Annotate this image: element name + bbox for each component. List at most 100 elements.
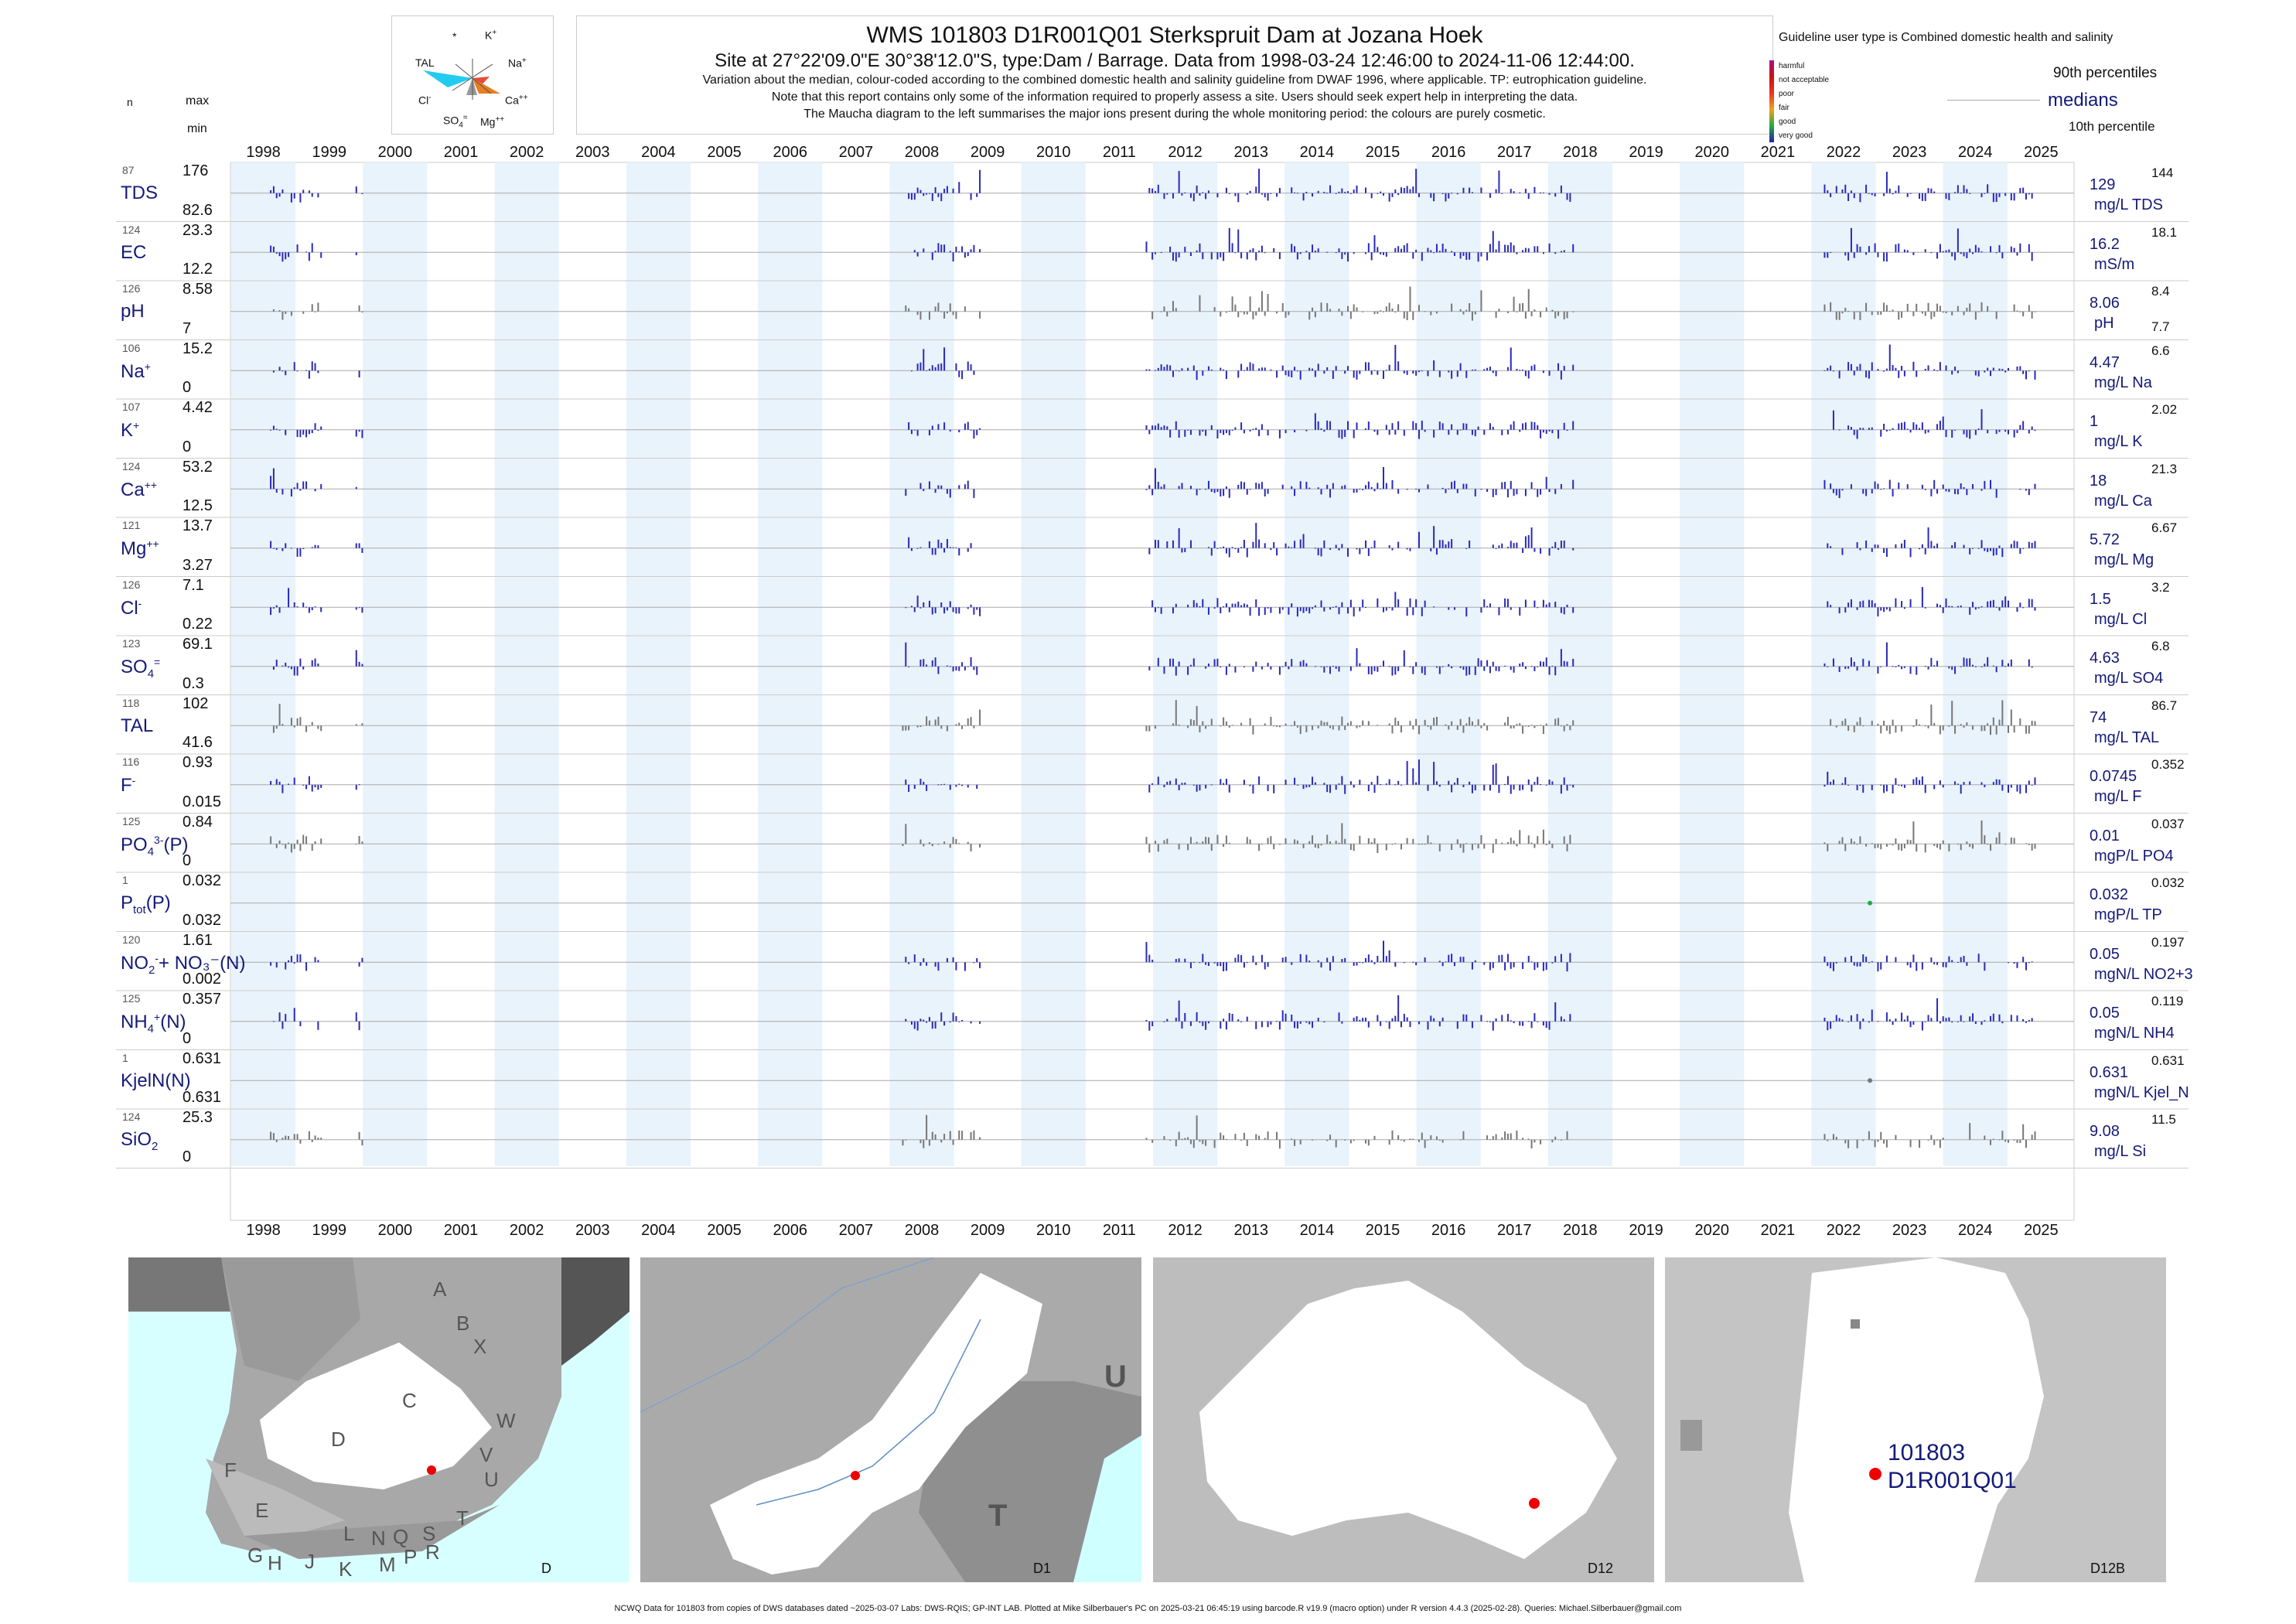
bar-10-4-202463 (2016, 784, 2018, 792)
bar-14-3-201523 (1397, 995, 1400, 1022)
bar-10-3-201784 (1569, 784, 1571, 786)
bar-4-4-202256 (1880, 429, 1882, 437)
bar-9-0-199873 (311, 722, 313, 726)
bar-16-4-202301 (1909, 1139, 1912, 1148)
bar-11-2-200869 (967, 841, 969, 844)
bar-1-3-201622 (1462, 252, 1465, 256)
bar-7-3-201626 (1465, 607, 1468, 617)
map-d12b-caption: D12B (2090, 1561, 2126, 1576)
bar-16-3-201244 (1213, 1139, 1216, 1148)
site-marker-d (427, 1465, 436, 1475)
bar-13-4-202332 (1930, 957, 1933, 963)
map-d-region-W: W (496, 1409, 516, 1432)
bar-16-3-201455 (1353, 1139, 1355, 1141)
bar-4-3-201689 (1506, 429, 1509, 435)
bar-3-3-201518 (1394, 345, 1397, 371)
bar-8-3-201550 (1415, 662, 1418, 667)
bar-3-3-201347 (1281, 365, 1284, 371)
bar-14-3-201262 (1225, 1021, 1227, 1030)
bar-14-4-202211 (1850, 1015, 1852, 1022)
bar-9-2-200865 (964, 725, 966, 726)
panel-median-10: 0.0745 (2090, 768, 2137, 785)
maucha-ca-wedge (473, 78, 500, 94)
bar-14-3-201388 (1308, 1021, 1311, 1025)
bar-1-4-202305 (1912, 252, 1915, 255)
bar-1-3-201446 (1347, 252, 1349, 262)
bar-13-2-200851 (955, 962, 957, 971)
bar-16-3-201680 (1501, 1137, 1503, 1140)
bar-9-2-200887 (979, 709, 981, 726)
bar-4-4-202350 (1942, 416, 1944, 430)
bar-9-4-202215 (1853, 725, 1855, 732)
bar-11-3-201334 (1273, 844, 1275, 850)
bar-13-4-202229 (1862, 954, 1864, 963)
year-label-top-2020: 2020 (1694, 144, 1729, 161)
bar-2-2-200779 (908, 308, 910, 312)
bar-3-2-200856 (958, 370, 960, 377)
bar-9-4-202436 (1998, 719, 2001, 726)
bar-3-2-200797 (919, 362, 922, 371)
bar-8-3-201383 (1305, 663, 1308, 667)
bar-2-4-202472 (2022, 311, 2025, 317)
bar-5-4-202395 (1972, 484, 1974, 490)
bar-1-3-201176 (1169, 246, 1172, 253)
bar-1-3-201361 (1291, 244, 1293, 253)
bar-8-2-200815 (931, 660, 933, 667)
bar-8-3-201248 (1216, 658, 1219, 667)
bar-2-3-201253 (1220, 311, 1222, 317)
bar-7-2-200874 (970, 604, 972, 608)
bar-3-4-202238 (1868, 370, 1870, 379)
panel-name-2: pH (121, 301, 145, 322)
bar-7-3-201307 (1255, 599, 1257, 608)
bar-13-3-201509 (1388, 950, 1390, 963)
bar-0-3-201383 (1305, 192, 1308, 193)
bar-13-4-202220 (1856, 962, 1858, 967)
bar-5-3-201253 (1220, 489, 1222, 497)
bar-4-3-201149 (1151, 425, 1154, 430)
panel-p10-2: 7.7 (2151, 319, 2170, 334)
bar-9-3-201743 (1542, 725, 1544, 735)
bar-0-3-201280 (1237, 193, 1240, 203)
bar-16-3-201581 (1435, 1136, 1438, 1140)
bar-9-4-202458 (2013, 725, 2015, 733)
bar-3-4-202274 (1892, 365, 1894, 371)
bar-6-2-200838 (946, 538, 948, 548)
bar-5-3-201491 (1377, 483, 1379, 490)
bar-5-3-201703 (1516, 489, 1518, 495)
bar-9-3-201203 (1187, 725, 1189, 728)
year-label-top-2019: 2019 (1629, 144, 1663, 161)
bar-0-4-202427 (1992, 193, 1994, 203)
chart-title: WMS 101803 D1R001Q01 Sterkspruit Dam at … (866, 22, 1483, 48)
bar-1-3-201518 (1394, 247, 1397, 253)
bar-11-4-202278 (1895, 838, 1897, 844)
bar-11-4-202346 (1939, 844, 1941, 850)
bar-1-3-201752 (1548, 243, 1551, 253)
bar-8-4-202332 (1930, 657, 1933, 667)
bar-6-3-201680 (1501, 543, 1503, 548)
bar-0-1-199940 (355, 186, 357, 193)
bar-6-3-201284 (1240, 547, 1243, 548)
map-d-region-R: R (425, 1540, 440, 1564)
bar-9-3-201451 (1349, 721, 1352, 726)
bar-3-3-201482 (1370, 370, 1373, 375)
bar-3-3-201617 (1459, 363, 1462, 371)
bar-0-3-201145 (1148, 188, 1151, 193)
bar-3-0-199833 (285, 370, 287, 376)
panel-n-3: 106 (122, 341, 141, 354)
bar-4-4-202409 (1980, 409, 1983, 430)
bar-1-3-201685 (1504, 244, 1506, 253)
bar-16-3-201689 (1506, 1133, 1509, 1140)
bar-9-4-202346 (1939, 725, 1941, 735)
bar-2-3-201388 (1308, 311, 1311, 320)
bar-8-4-202445 (2004, 666, 2007, 667)
bar-11-3-201667 (1492, 844, 1494, 853)
bar-9-3-201185 (1175, 700, 1177, 726)
bar-7-3-201469 (1362, 599, 1364, 608)
bar-11-4-202211 (1850, 838, 1852, 844)
bar-10-2-200797 (919, 779, 922, 785)
bar-6-3-201307 (1255, 523, 1257, 548)
bar-6-2-200779 (908, 537, 910, 548)
bar-1-0-199810 (270, 245, 272, 253)
year-label-top-2003: 2003 (575, 144, 610, 161)
bar-14-0-199828 (281, 1021, 284, 1029)
